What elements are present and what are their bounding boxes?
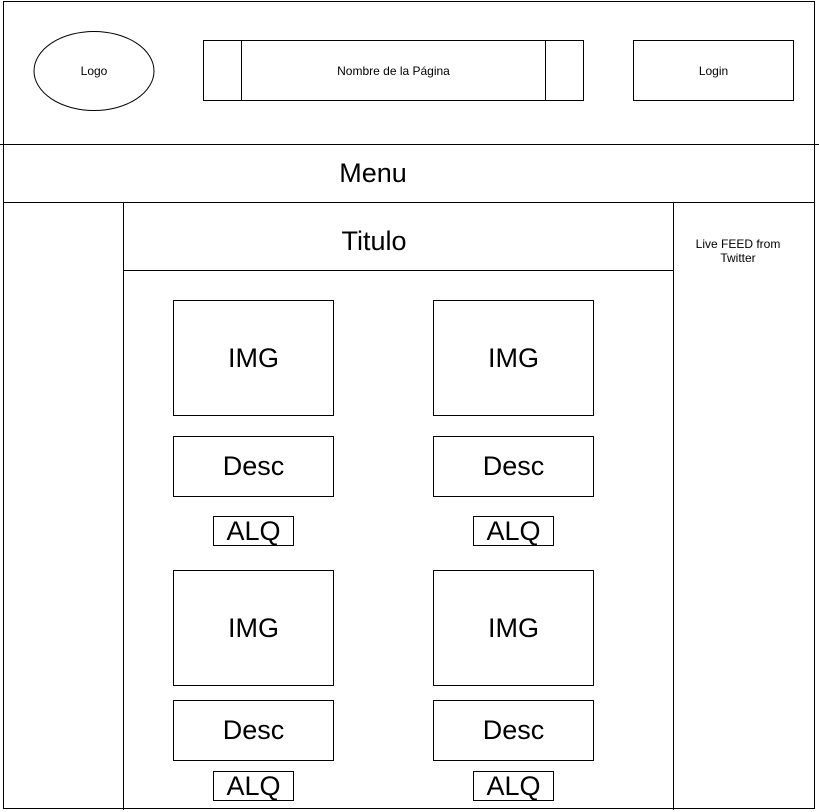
page-name-label: Nombre de la Página <box>337 63 450 78</box>
right-column-divider <box>673 202 674 810</box>
page-name-divider-left <box>241 40 242 101</box>
alq-button[interactable]: ALQ <box>213 771 294 801</box>
logo-ellipse[interactable] <box>32 30 156 112</box>
twitter-feed-label: Live FEED from Twitter <box>695 237 781 265</box>
alq-label: ALQ <box>486 770 541 801</box>
page-name-box: Nombre de la Página <box>203 40 584 101</box>
card-description: Desc <box>173 436 334 497</box>
content-title: Titulo <box>341 225 407 256</box>
logo-label: Logo <box>80 64 108 78</box>
card-description-label: Desc <box>482 451 545 481</box>
card-image[interactable]: IMG <box>173 570 334 686</box>
card-image[interactable]: IMG <box>173 300 334 416</box>
login-button[interactable]: Login <box>633 40 794 101</box>
card-image-label: IMG <box>228 612 279 643</box>
card-description-label: Desc <box>222 715 285 745</box>
alq-button[interactable]: ALQ <box>473 771 554 801</box>
header-menu-divider <box>0 144 819 145</box>
alq-label: ALQ <box>486 515 541 546</box>
card-description-label: Desc <box>482 715 545 745</box>
alq-label: ALQ <box>226 770 281 801</box>
card-image-label: IMG <box>228 342 279 373</box>
alq-button[interactable]: ALQ <box>213 516 294 546</box>
card-image-label: IMG <box>488 612 539 643</box>
page-name-divider-right <box>545 40 546 101</box>
card-description-label: Desc <box>222 451 285 481</box>
alq-label: ALQ <box>226 515 281 546</box>
card-image[interactable]: IMG <box>433 570 594 686</box>
menu-label[interactable]: Menu <box>339 158 407 188</box>
card-description: Desc <box>173 700 334 761</box>
alq-button[interactable]: ALQ <box>473 516 554 546</box>
title-divider <box>123 270 674 271</box>
left-column-divider <box>123 202 124 810</box>
login-label: Login <box>698 63 729 78</box>
card-image[interactable]: IMG <box>433 300 594 416</box>
card-description: Desc <box>433 700 594 761</box>
card-image-label: IMG <box>488 342 539 373</box>
card-description: Desc <box>433 436 594 497</box>
page-frame <box>3 1 815 809</box>
menu-content-divider <box>3 202 815 203</box>
